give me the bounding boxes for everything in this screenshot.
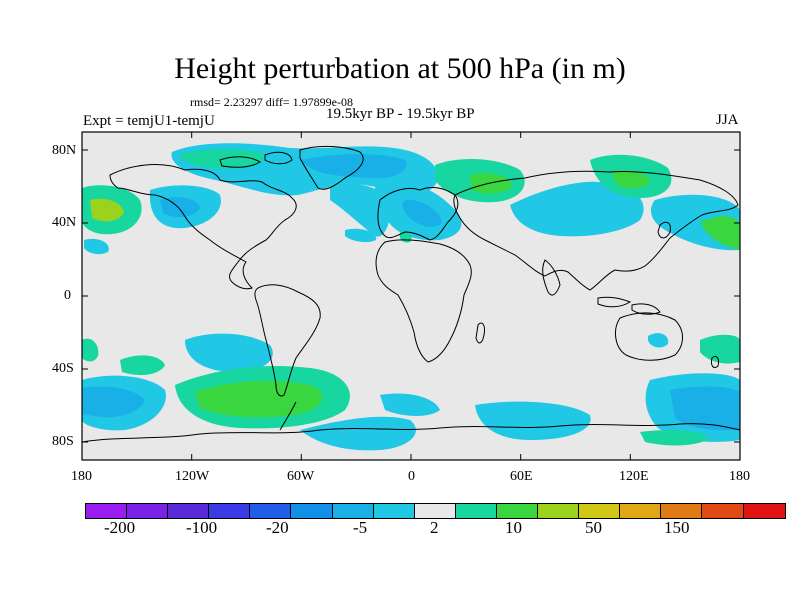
lon-label-120e: 120E <box>619 469 649 484</box>
colorbar-label: 50 <box>585 518 602 537</box>
colorbar-swatch <box>620 504 662 518</box>
colorbar-swatch <box>496 504 539 518</box>
colorbar <box>85 503 786 519</box>
colorbar-swatch <box>86 504 128 518</box>
colorbar-swatch <box>579 504 621 518</box>
colorbar-label: 2 <box>430 518 439 537</box>
lon-label-120w: 120W <box>175 469 210 484</box>
colorbar-swatch <box>414 504 456 518</box>
colorbar-label: -20 <box>266 518 289 537</box>
colorbar-swatch <box>702 504 744 518</box>
lon-label-0: 0 <box>408 469 415 484</box>
lat-label-40n: 40N <box>52 215 77 230</box>
coastlines <box>81 145 741 443</box>
colorbar-swatch <box>127 504 169 518</box>
lat-label-40s: 40S <box>52 361 74 376</box>
lon-label-60w: 60W <box>287 469 315 484</box>
lat-ticks <box>82 149 740 443</box>
lat-label-80n: 80N <box>52 143 77 158</box>
contour-fills <box>82 143 740 451</box>
colorbar-swatch <box>661 504 703 518</box>
season-label: JJA <box>716 112 739 128</box>
lon-ticks <box>81 132 741 460</box>
stats-text: rmsd= 2.23297 diff= 1.97899e-08 <box>190 95 353 109</box>
colorbar-label: -100 <box>186 518 218 537</box>
colorbar-label: -200 <box>104 518 136 537</box>
colorbar-label: 10 <box>505 518 522 537</box>
colorbar-swatch <box>250 504 292 518</box>
lon-label-180w: 180 <box>71 469 92 484</box>
lon-label-180e: 180 <box>729 469 750 484</box>
colorbar-swatch <box>168 504 210 518</box>
lat-label-80s: 80S <box>52 434 74 449</box>
experiment-label: Expt = temjU1-temjU <box>83 113 215 129</box>
lat-label-0: 0 <box>64 288 71 303</box>
colorbar-label: 150 <box>664 518 690 537</box>
lon-label-60e: 60E <box>510 469 533 484</box>
colorbar-swatch <box>373 504 415 518</box>
colorbar-swatch <box>455 504 497 518</box>
plot-title: Height perturbation at 500 hPa (in m) <box>174 52 626 85</box>
colorbar-swatch <box>209 504 251 518</box>
period-text: 19.5kyr BP - 19.5kyr BP <box>326 106 475 122</box>
colorbar-swatch <box>332 504 374 518</box>
colorbar-swatch <box>743 504 785 518</box>
colorbar-swatch <box>538 504 580 518</box>
colorbar-swatch <box>291 504 333 518</box>
colorbar-label: -5 <box>353 518 368 537</box>
